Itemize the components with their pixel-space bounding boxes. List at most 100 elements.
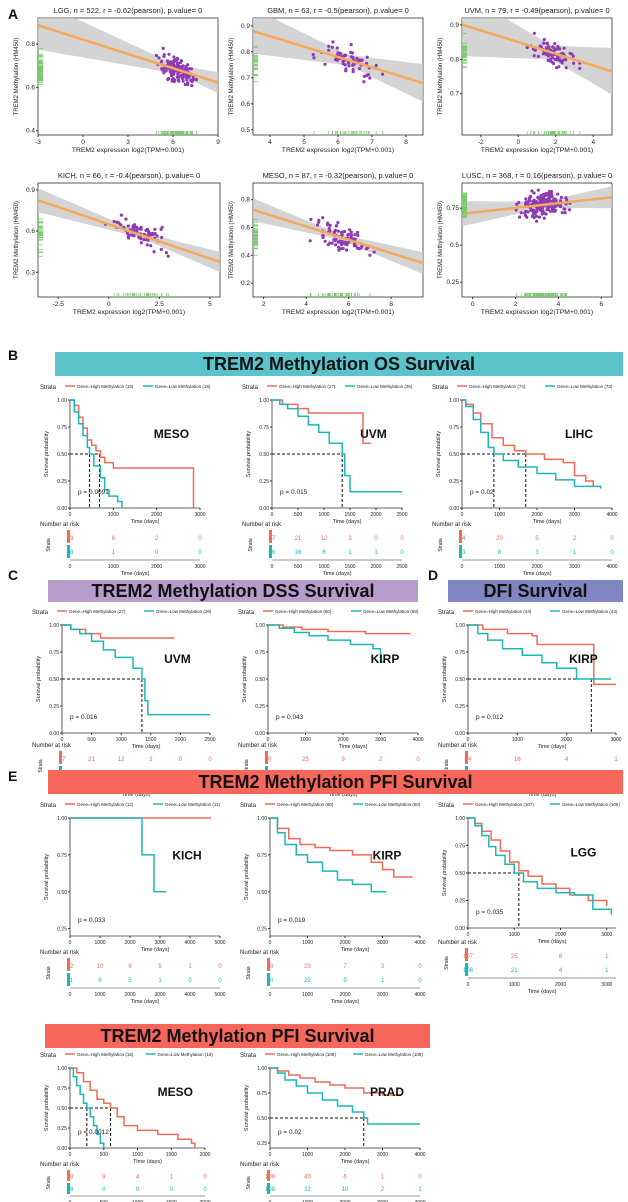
km-risk-high-swatch-e5 — [267, 1170, 270, 1181]
km-legend-high-e4: Gene=High Methylation (18) — [77, 1052, 134, 1057]
scatter-point-s6 — [551, 209, 555, 213]
scatter-point-s4 — [153, 232, 157, 236]
km-risk-strata-label-c2: Strata — [244, 759, 250, 773]
km-risk-xtick-label-e2: 1000 — [302, 992, 313, 998]
km-risk-title-b1: Number at risk — [40, 522, 80, 528]
km-xtick-label-c2: 0 — [267, 737, 270, 743]
km-risk-low-swatch-e3 — [465, 963, 468, 976]
scatter-point-s6 — [547, 205, 551, 209]
scatter-point-s5 — [340, 230, 345, 234]
panel-letter-c: C — [8, 567, 19, 583]
km-risk-title-c1: Number at risk — [32, 743, 72, 749]
scatter-point-s1 — [176, 61, 180, 65]
km-xtick-label-b2: 2000 — [370, 512, 381, 518]
km-xtick-label-b3: 0 — [461, 512, 464, 518]
scatter-point-s1 — [183, 82, 187, 87]
km-strata-label-e1: Strata — [40, 803, 57, 809]
scatter-point-s5 — [336, 229, 340, 233]
km-risk-high-value-c1: 0 — [208, 757, 212, 763]
km-legend-high-b3: Gene=High Methylation (74) — [469, 384, 526, 389]
km-risk-high-value-b2: 3 — [348, 536, 352, 542]
scatter-xtick-label-s5: 6 — [347, 301, 351, 308]
scatter-xtick-label-s1: 3 — [126, 139, 130, 146]
scatter-point-s3 — [532, 31, 537, 35]
km-risk-xlabel-c1: Time (days) — [122, 792, 151, 798]
scatter-xtick-label-s5: 8 — [389, 301, 393, 308]
km-risk-xtick-label-b3: 1000 — [494, 564, 505, 570]
scatter-point-s6 — [530, 189, 534, 193]
km-risk-high-value-b3: 74 — [459, 536, 466, 542]
km-risk-xtick-label-e4: 0 — [69, 1200, 72, 1202]
scatter-ylabel-s2: TREM2 Methylation (HM450) — [229, 38, 235, 116]
km-strata-label-b2: Strata — [242, 385, 259, 391]
km-legend-low-c1: Gene=Low Methylation (26) — [156, 609, 212, 614]
scatter-point-s6 — [542, 201, 546, 205]
scatter-point-s4 — [119, 223, 123, 227]
km-risk-low-value-e1: 0 — [218, 978, 222, 984]
km-risk-xtick-label-b2: 500 — [294, 564, 303, 570]
km-curve-low-b1 — [70, 399, 123, 508]
scatter-point-s6 — [523, 213, 528, 217]
km-risk-low-value-e1: 6 — [98, 978, 102, 984]
km-risk-high-value-e2: 7 — [343, 964, 347, 970]
km-risk-low-value-e1: 1 — [158, 978, 162, 984]
km-risk-xtick-label-b1: 0 — [69, 564, 72, 570]
panel-letter-b: B — [8, 347, 19, 363]
scatter-point-s5 — [353, 237, 357, 241]
km-risk-xtick-label-e3: 3000 — [601, 982, 612, 988]
km-risk-high-value-e4: 4 — [136, 1175, 140, 1181]
km-risk-low-value-b3: 0 — [610, 550, 614, 556]
scatter-point-s2 — [351, 68, 355, 72]
scatter-ytick-label-s4: 0.6 — [26, 228, 35, 235]
km-risk-xlabel-b1: Time (days) — [121, 571, 150, 577]
scatter-point-s5 — [336, 221, 340, 225]
km-legend-low-e1: Gene=Low Methylation (11) — [165, 802, 221, 807]
km-strata-label-c2: Strata — [238, 610, 255, 616]
km-risk-high-value-c1: 21 — [88, 757, 95, 763]
km-xtick-label-e5: 2000 — [339, 1152, 350, 1158]
scatter-point-s5 — [368, 253, 372, 257]
km-risk-low-value-e5: 1 — [418, 1187, 422, 1193]
km-ytick-label-e2: 0.50 — [257, 890, 267, 896]
km-risk-xtick-label-e2: 2000 — [339, 992, 350, 998]
km-strata-label-b3: Strata — [432, 385, 449, 391]
scatter-point-s1 — [185, 75, 189, 79]
scatter-point-s2 — [327, 44, 331, 48]
scatter-point-s3 — [545, 41, 549, 45]
km-ytick-label-e3: 1.00 — [455, 816, 465, 822]
km-risk-high-value-e4: 18 — [67, 1175, 74, 1181]
km-curve-high-c2 — [268, 624, 411, 635]
scatter-point-s4 — [124, 217, 128, 221]
km-curve-low-e3 — [468, 817, 613, 915]
km-risk-xlabel-e1: Time (days) — [131, 999, 160, 1005]
km-cancer-label-b2: UVM — [360, 427, 387, 441]
scatter-ylabel-s4: TREM2 Methylation (HM450) — [14, 201, 20, 279]
km-risk-low-swatch-b1 — [67, 545, 70, 558]
km-legend-low-b3: Gene=Low Methylation (73) — [557, 384, 613, 389]
km-xtick-label-e2: 4000 — [414, 940, 425, 946]
km-pvalue-d1: p = 0.012 — [476, 714, 504, 721]
km-risk-low-value-b3: 1 — [573, 550, 577, 556]
km-xlabel-c1: Time (days) — [132, 744, 161, 750]
scatter-xtick-label-s5: 4 — [304, 301, 308, 308]
scatter-point-s2 — [338, 52, 342, 56]
scatter-point-s1 — [190, 67, 194, 71]
scatter-point-s2 — [357, 67, 362, 71]
scatter-xtick-label-s4: -2.5 — [53, 301, 65, 308]
km-risk-high-value-c1: 0 — [179, 757, 183, 763]
scatter-point-s4 — [147, 231, 151, 235]
scatter-point-s5 — [347, 228, 352, 232]
km-ytick-label-b1: 0.75 — [57, 425, 67, 431]
scatter-point-s1 — [186, 63, 190, 67]
scatter-ci-band-s1 — [38, 18, 218, 93]
km-ytick-label-e3: 0.50 — [455, 871, 465, 877]
km-risk-high-value-b2: 0 — [374, 536, 378, 542]
scatter-point-s2 — [336, 51, 340, 55]
scatter-point-s5 — [326, 243, 330, 247]
km-risk-xtick-label-b2: 2000 — [370, 564, 381, 570]
scatter-xtick-label-s3: 2 — [554, 139, 558, 146]
km-risk-xtick-label-b1: 3000 — [194, 564, 205, 570]
km-xtick-label-b2: 0 — [271, 512, 274, 518]
km-risk-high-value-c2: 2 — [379, 757, 383, 763]
km-ytick-label-e3: 0.00 — [455, 926, 465, 932]
